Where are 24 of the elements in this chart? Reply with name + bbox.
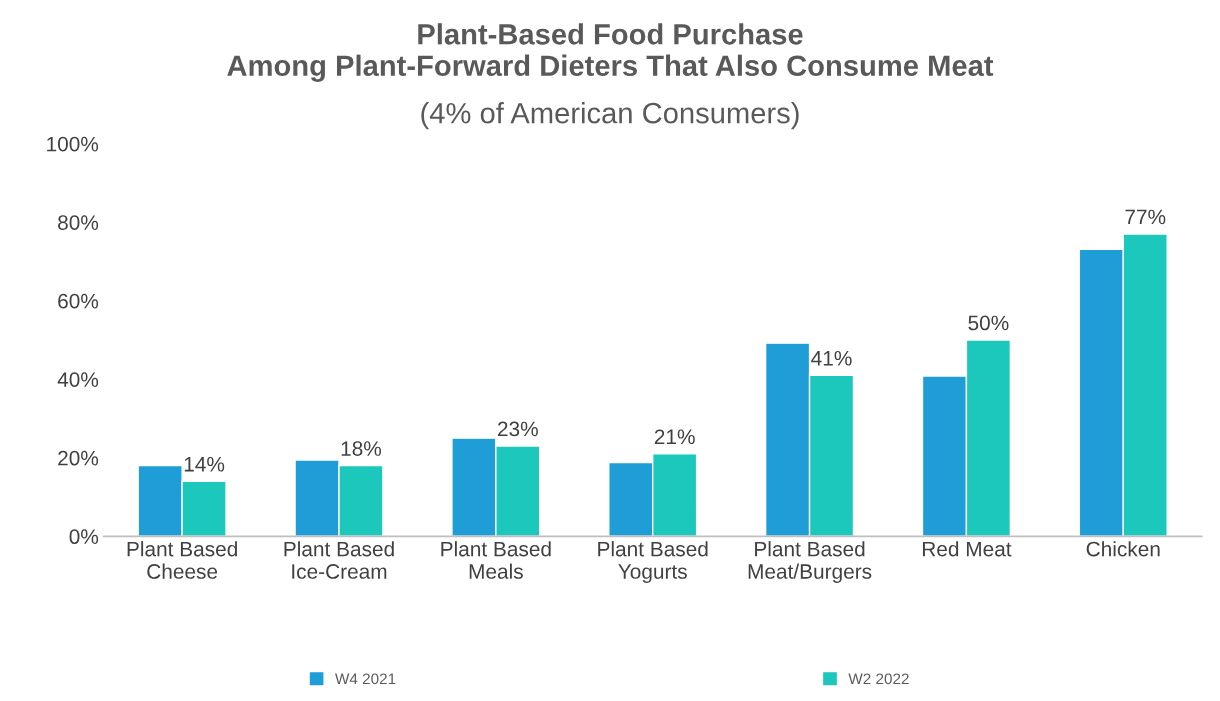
legend-label: W2 2022 (848, 673, 909, 685)
data-label: 50% (968, 315, 1009, 331)
x-tick-label: Plant Based Ice-Cream (284, 541, 394, 579)
x-tick-label: Plant Based Yogurts (598, 541, 708, 583)
data-label: 14% (184, 456, 225, 472)
data-label: 41% (811, 350, 852, 366)
data-label: 77% (1125, 209, 1166, 225)
chart-subtitle: (4% of American Consumers) (421, 102, 799, 130)
x-tick-label: Plant Based Meat/Burgers (748, 541, 872, 583)
y-tick-label: 0% (69, 529, 99, 545)
x-tick-label: Plant Based Meals (441, 541, 551, 579)
x-tick-label: Chicken (1086, 541, 1160, 557)
data-label: 18% (341, 441, 382, 456)
data-label: 23% (498, 421, 538, 437)
y-tick-label: 100% (47, 136, 99, 152)
chart-title: Plant-Based Food Purchase Among Plant-Forward Dieters That Also Consume Meat (227, 23, 994, 82)
legend-label: W4 2021 (335, 673, 396, 685)
x-tick-label: Plant Based Cheese (127, 541, 237, 579)
data-label: 21% (654, 429, 695, 445)
y-tick-label: 60% (58, 293, 99, 309)
y-tick-label: 20% (58, 450, 99, 466)
x-tick-label: Red Meat (922, 541, 1012, 557)
y-tick-label: 40% (57, 372, 99, 387)
y-tick-label: 80% (58, 215, 99, 230)
